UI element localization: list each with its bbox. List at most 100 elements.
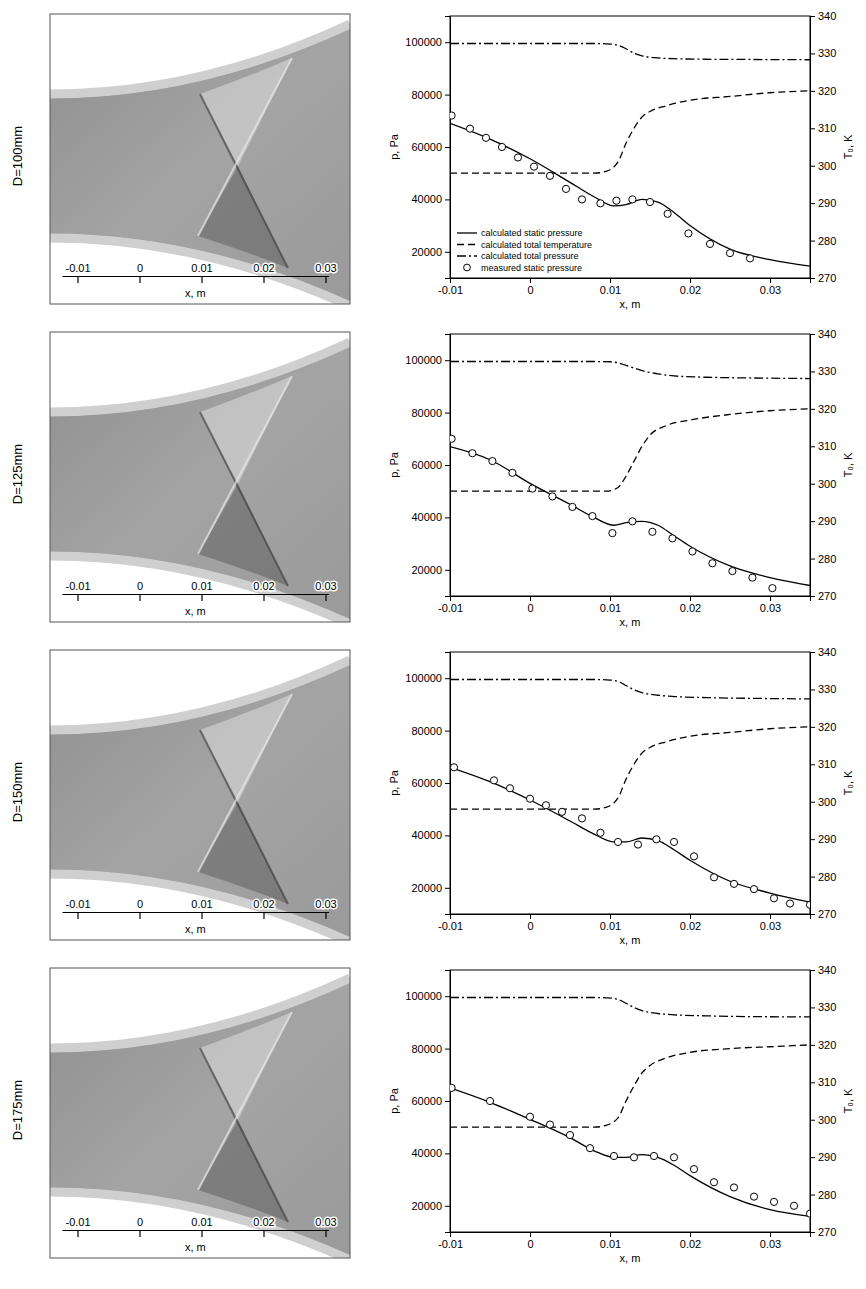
tick: 80000 (411, 1043, 450, 1055)
tick-mark (445, 783, 450, 784)
data-point (806, 901, 810, 908)
tick: 0.03 (760, 596, 781, 614)
data-point (750, 1193, 757, 1200)
tick-label: -0.01 (65, 580, 90, 592)
tick: 280 (810, 871, 836, 883)
axis-title: p, Pa (388, 451, 400, 478)
tick: 300 (810, 1114, 836, 1126)
tick-label: -0.01 (65, 262, 90, 274)
tick: 0.03 (315, 1216, 336, 1237)
tick-label: 0.01 (191, 262, 212, 274)
tick: 0.01 (600, 914, 621, 932)
axis-title: p, Pa (388, 769, 400, 796)
tick-mark (139, 912, 140, 919)
data-point (630, 1154, 637, 1161)
tick-mark (690, 914, 691, 919)
axis-line (811, 17, 816, 279)
tick-mark (445, 413, 450, 414)
tick-mark (445, 147, 450, 148)
x-axis: -0.0100.010.020.03 (438, 1232, 811, 1250)
tick-label: 0 (527, 602, 533, 614)
data-point (806, 1210, 810, 1217)
tick: -0.01 (65, 580, 90, 601)
shock-dark (198, 1120, 288, 1222)
data-point (597, 200, 604, 207)
data-point (770, 1198, 777, 1205)
tick-mark (770, 914, 771, 919)
tick-label: 290 (818, 515, 836, 527)
tick: -0.01 (65, 262, 90, 283)
tick: 310 (810, 1076, 836, 1088)
tick-label: 20000 (411, 564, 442, 576)
data-point (586, 1145, 593, 1152)
data-point (546, 172, 553, 179)
data-point (569, 503, 576, 510)
tick-mark (770, 278, 771, 283)
data-line (450, 727, 810, 809)
tick-label: 20000 (411, 246, 442, 258)
tick-mark (810, 91, 815, 92)
axis-line (811, 971, 816, 1233)
y-axis: 20000400006000080000100000 (405, 653, 450, 915)
tick: 0.01 (191, 262, 212, 283)
y2-axis: 270280290300310320330340 (810, 964, 836, 1238)
tick: 330 (810, 683, 836, 695)
tick: 0.03 (760, 1232, 781, 1250)
tick-label: 300 (818, 160, 836, 172)
axis-title: x, m (185, 605, 206, 617)
tick-mark (445, 835, 450, 836)
tick-mark (810, 839, 815, 840)
tick-label: 330 (818, 47, 836, 59)
axis-title: x, m (185, 923, 206, 935)
shock-line (198, 694, 292, 872)
tick-mark (810, 764, 815, 765)
tick-mark (810, 689, 815, 690)
tick-mark (810, 877, 815, 878)
data-point (749, 574, 756, 581)
tick-label: -0.01 (65, 898, 90, 910)
shock-line (198, 1012, 292, 1190)
tick: 300 (810, 478, 836, 490)
tick-label: 300 (818, 1114, 836, 1126)
axis-line (451, 1233, 811, 1238)
axis-line (445, 17, 451, 279)
tick-mark (810, 53, 815, 54)
tick-mark (139, 594, 140, 601)
tick-mark (610, 1232, 611, 1237)
shock-line (200, 730, 288, 904)
tick-label: 100000 (405, 672, 442, 684)
tick-mark (445, 1049, 450, 1050)
image-background (50, 332, 350, 622)
axis-title: p, Pa (388, 133, 400, 160)
tick: -0.01 (65, 1216, 90, 1237)
legend-label: calculated static pressure (481, 228, 583, 238)
tick: 0.02 (680, 278, 701, 296)
tick-mark (810, 970, 815, 971)
tick: 0.01 (191, 898, 212, 919)
data-point (486, 1097, 493, 1104)
axis-title: x, m (185, 287, 206, 299)
data-point (730, 1184, 737, 1191)
tick: 290 (810, 515, 836, 527)
tick-mark (530, 278, 531, 283)
tick-label: 270 (818, 272, 836, 284)
tick: 0.01 (191, 580, 212, 601)
flow-region (50, 982, 350, 1256)
axis-title: T₀, K (842, 134, 854, 159)
shock-dark (198, 166, 288, 268)
tick-label: 100000 (405, 354, 442, 366)
data-line (450, 409, 810, 491)
axis-title: x, m (620, 934, 641, 946)
plot-frame (450, 334, 810, 596)
tick-label: 0 (527, 1238, 533, 1250)
tick-mark (810, 334, 815, 335)
tick-mark (77, 1230, 78, 1237)
data-point (597, 829, 604, 836)
plot-area (450, 998, 810, 1218)
tick-label: 320 (818, 403, 836, 415)
tick: 270 (810, 1226, 836, 1238)
tick-label: 0.01 (191, 580, 212, 592)
tick-mark (445, 1101, 450, 1102)
tick-label: 0.02 (253, 1216, 274, 1228)
axis-title: x, m (620, 616, 641, 628)
